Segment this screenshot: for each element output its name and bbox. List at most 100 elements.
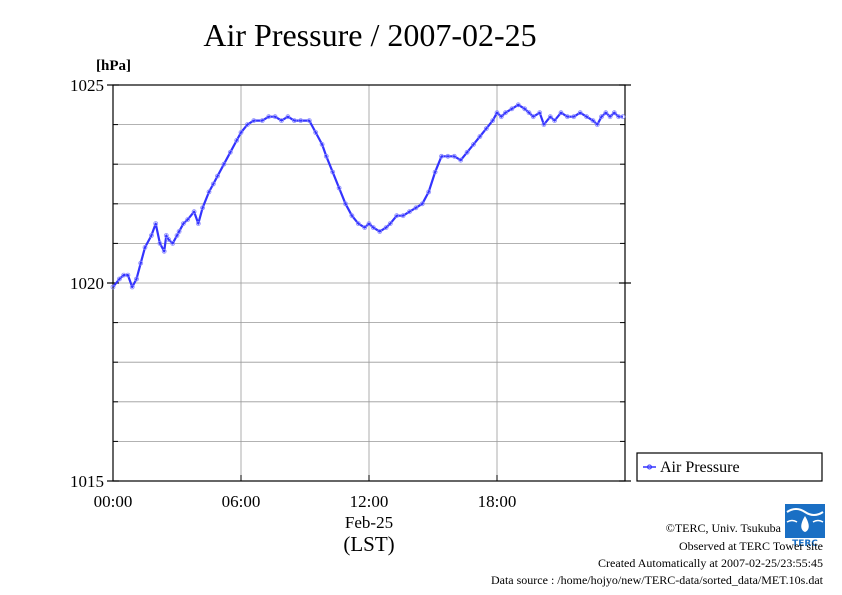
data-point [577,110,583,116]
data-point [366,221,372,227]
data-point [238,130,244,135]
data-point [383,225,389,231]
data-point [490,118,496,123]
data-point [464,149,470,155]
data-point [200,205,206,211]
footer-source: Data source : /home/hojyo/new/TERC-data/… [491,573,824,587]
data-point [594,122,600,127]
series-line [112,103,623,289]
data-point [530,114,536,120]
data-point [515,102,521,108]
data-point [503,110,508,116]
x-axis-date-label: Feb-25 [345,513,393,532]
data-point [607,114,613,120]
series-air-pressure [110,102,626,290]
data-point [129,284,135,290]
data-point [330,169,336,175]
data-point [298,118,304,123]
data-point [166,236,171,242]
data-point [494,110,500,116]
grid-lines [113,85,625,481]
x-tick-label-0000: 00:00 [94,492,133,511]
data-point [611,110,617,116]
data-point [571,114,577,120]
y-tick-label-1015: 1015 [70,472,104,491]
data-point [509,106,515,112]
data-point [266,114,272,120]
terc-logo: TERC [785,504,825,549]
data-point [552,118,557,123]
data-point [620,114,626,120]
data-point [291,118,297,123]
data-point [279,118,284,123]
data-point [138,260,144,266]
data-point [161,248,167,254]
data-point [125,272,131,278]
data-point [370,225,376,231]
data-point [244,122,250,127]
data-point [343,201,348,207]
data-point [313,130,319,135]
data-point [259,118,265,123]
data-point [349,213,355,219]
data-point [110,284,116,290]
axis-ticks [107,84,631,482]
data-point [134,276,139,282]
data-point [541,122,547,127]
x-tick-label-1800: 18:00 [478,492,517,511]
x-tick-labels: 00:00 06:00 12:00 18:00 [94,492,517,511]
data-point [227,149,233,155]
data-point [400,213,406,219]
data-point [565,114,570,120]
data-point [584,114,589,120]
data-point [603,110,609,116]
data-point [522,106,528,112]
data-point [458,157,464,163]
data-point [234,137,240,143]
data-point [599,114,604,120]
data-point [157,240,163,246]
data-point [407,209,412,215]
chart-title: Air Pressure / 2007-02-25 [203,17,536,53]
legend-label-air-pressure: Air Pressure [660,459,740,476]
data-point [590,118,596,123]
legend: Air Pressure [636,452,823,482]
data-point [319,141,325,147]
data-point [362,225,368,231]
data-point [306,118,312,123]
data-point [355,221,361,227]
data-point [432,169,438,175]
footer-observed: Observed at TERC Tower site [679,539,823,553]
data-point [377,229,383,234]
data-point [445,153,451,159]
data-point [176,229,182,234]
data-point [153,221,159,227]
data-point [170,240,176,246]
footer-credits: ©TERC, Univ. Tsukuba Observed at TERC To… [491,521,824,587]
data-point [394,213,400,219]
y-tick-label-1020: 1020 [70,274,104,293]
x-axis-timezone-label: (LST) [343,532,394,556]
data-point [174,233,180,238]
data-point [191,209,197,215]
data-point [477,134,483,139]
legend-swatch-marker [647,464,652,470]
data-point [413,205,419,211]
data-point [206,189,212,195]
x-tick-label-1200: 12:00 [350,492,389,511]
data-point [547,114,553,120]
data-point [498,114,504,120]
data-point [526,110,532,116]
y-axis-unit-label: [hPa] [96,58,131,74]
data-point [323,153,329,159]
y-tick-labels: 1025 1020 1015 [70,76,104,491]
x-tick-label-0600: 06:00 [222,492,261,511]
footer-created: Created Automatically at 2007-02-25/23:5… [598,556,823,570]
data-point [336,185,342,191]
data-point [471,141,476,147]
data-point [272,114,278,120]
data-point [251,118,257,123]
data-point [439,153,444,159]
data-point [426,189,432,195]
